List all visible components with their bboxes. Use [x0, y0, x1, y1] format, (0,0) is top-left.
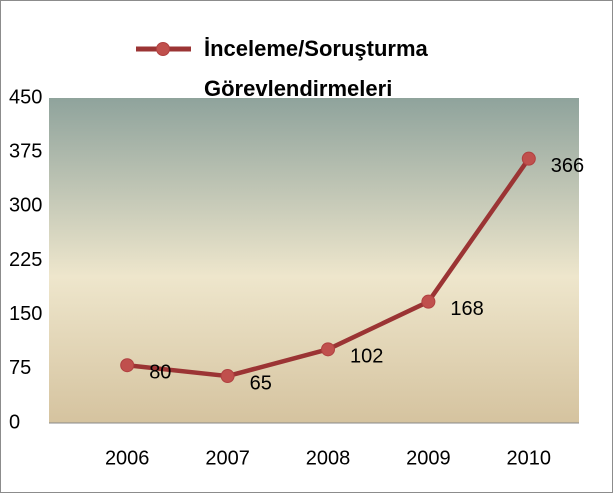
- y-tick-label: 450: [9, 86, 42, 108]
- data-point: [421, 294, 436, 309]
- data-label: 80: [149, 362, 171, 384]
- y-tick-label: 75: [9, 357, 31, 379]
- legend-marker: [156, 42, 170, 56]
- x-tick-label: 2008: [306, 447, 351, 469]
- data-point: [220, 369, 235, 384]
- data-point: [120, 358, 135, 373]
- x-tick-label: 2009: [406, 447, 451, 469]
- data-point: [521, 151, 536, 166]
- y-tick-label: 0: [9, 411, 20, 433]
- data-label: 102: [350, 346, 383, 368]
- plot-area: [49, 98, 579, 423]
- data-label: 366: [551, 155, 584, 177]
- x-tick-label: 2007: [205, 447, 250, 469]
- y-tick-label: 150: [9, 303, 42, 325]
- legend-label: İnceleme/Soruşturma Görevlendirmeleri: [204, 36, 428, 101]
- y-tick-label: 300: [9, 195, 42, 217]
- y-tick-label: 375: [9, 140, 42, 162]
- x-tick-label: 2010: [507, 447, 552, 469]
- data-label: 65: [250, 372, 272, 394]
- data-label: 168: [450, 298, 483, 320]
- y-tick-label: 225: [9, 249, 42, 271]
- data-point: [321, 342, 335, 357]
- x-tick-label: 2006: [105, 447, 150, 469]
